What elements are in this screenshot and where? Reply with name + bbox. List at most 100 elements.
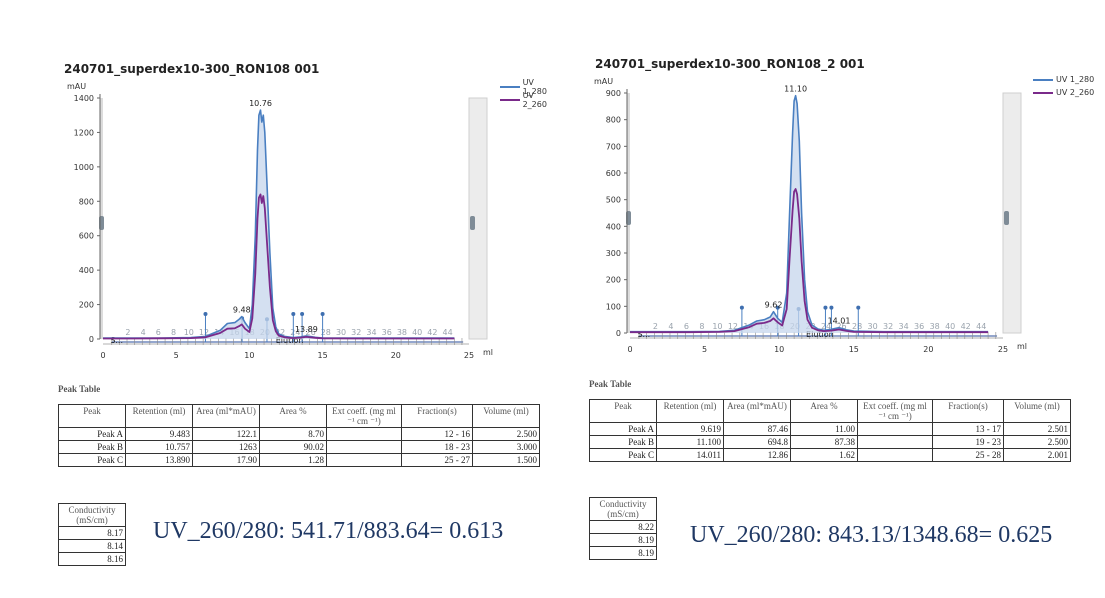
fraction-label: 34: [366, 328, 376, 337]
fraction-label: 6: [684, 322, 689, 331]
y-tick-label: 400: [79, 266, 94, 275]
y-tick-label: 200: [606, 276, 621, 285]
table-cell: 8.70: [259, 427, 327, 441]
table-cell: [326, 440, 402, 454]
table-cell: [857, 448, 933, 462]
legend-label: UV 1_280: [1056, 75, 1095, 84]
x-tick-label: 15: [318, 351, 328, 360]
table-cell: 8.16: [58, 552, 126, 566]
y-tick-label: 1400: [74, 94, 94, 103]
fraction-label: 30: [336, 328, 346, 337]
peak-label: 14.01: [828, 317, 851, 326]
col-header: Conductivity (mS/cm): [589, 497, 657, 521]
legend-swatch: [1033, 78, 1053, 81]
fraction-label: 6: [156, 328, 161, 337]
series-uv280-line: [630, 94, 989, 333]
table-cell: Peak A: [58, 427, 126, 441]
fraction-label: 32: [351, 328, 361, 337]
col-header: Retention (ml): [125, 404, 193, 428]
table-cell: 11.00: [790, 422, 858, 436]
table-cell: 8.22: [589, 520, 657, 534]
x-tick-label: 15: [849, 345, 859, 354]
fraction-label: 30: [868, 322, 878, 331]
peak-label: 11.10: [784, 85, 807, 94]
table-row: Peak A 9.483 122.1 8.70 12 - 16 2.500: [58, 427, 540, 441]
fraction-label: 40: [412, 328, 422, 337]
y-tick-label: 200: [79, 301, 94, 310]
table-cell: Peak B: [589, 435, 657, 449]
x-tick-label: 0: [100, 351, 105, 360]
table-cell: 90.02: [259, 440, 327, 454]
fraction-pin-head: [291, 312, 296, 317]
series-uv260-line: [630, 188, 989, 334]
peak-table: Peak Retention (ml) Area (ml*mAU) Area %…: [58, 404, 540, 467]
table-cell: 8.19: [589, 533, 657, 547]
x-tick-label: 10: [774, 345, 784, 354]
uv-ratio-text: UV_260/280: 541.71/883.64= 0.613: [153, 518, 504, 544]
table-cell: Peak A: [589, 422, 657, 436]
fraction-label: 38: [930, 322, 940, 331]
table-cell: Peak C: [58, 453, 126, 467]
x-tick-label: 5: [174, 351, 179, 360]
legend-item-uv260: UV 2_260: [1033, 86, 1094, 99]
legend-label: UV 2_260: [1056, 88, 1095, 97]
series-uv280-area: [630, 95, 989, 333]
y-tick-label: 0: [89, 335, 94, 344]
y-tick-label: 600: [606, 169, 621, 178]
chromatogram-panel-2: 240701_superdex10-300_RON108_2 001 mAU 0 1…: [540, 0, 1105, 598]
table-cell: 8.14: [58, 539, 126, 553]
legend-swatch: [500, 85, 520, 88]
table-cell: 1.500: [472, 453, 540, 467]
table-row: 8.19: [589, 546, 657, 560]
x-tick-label: 5: [702, 345, 707, 354]
y-axis-unit: mAU: [594, 77, 613, 86]
elution-marker-label: Elution: [806, 330, 834, 339]
table-cell: 87.46: [723, 422, 791, 436]
col-header: Area %: [259, 404, 327, 428]
col-header: Area (ml*mAU): [723, 399, 791, 423]
table-cell: Peak B: [58, 440, 126, 454]
fraction-label: 40: [945, 322, 955, 331]
conductivity-table: Conductivity (mS/cm) 8.22 8.19 8.19: [589, 497, 657, 560]
table-cell: 12 - 16: [401, 427, 473, 441]
table-cell: 2.500: [1003, 435, 1071, 449]
table-row: 8.14: [58, 539, 126, 553]
table-cell: 14.011: [656, 448, 724, 462]
fraction-label: 26: [836, 322, 846, 331]
col-header: Ext coeff. (mg ml ⁻¹ cm ⁻¹): [326, 404, 402, 428]
fraction-label: 10: [712, 322, 722, 331]
right-range-bar: [1002, 92, 1022, 334]
y-tick-label: 400: [606, 222, 621, 231]
fraction-pin-head: [300, 312, 305, 317]
x-tick-label: 0: [627, 345, 632, 354]
series-uv280-area: [103, 110, 455, 339]
table-row: 8.17: [58, 526, 126, 540]
fraction-label: 12: [199, 328, 209, 337]
conductivity-header-row: Conductivity (mS/cm): [58, 503, 126, 527]
table-row: 8.16: [58, 552, 126, 566]
fraction-label: 8: [699, 322, 704, 331]
right-range-handle: [470, 216, 475, 230]
y-tick-label: 700: [606, 142, 621, 151]
chromatogram-panel-1: 240701_superdex10-300_RON108 001 mAU 0 200…: [58, 62, 560, 566]
table-cell: 12.86: [723, 448, 791, 462]
x-tick-label: 20: [923, 345, 933, 354]
col-header: Fraction(s): [932, 399, 1004, 423]
table-cell: 18 - 23: [401, 440, 473, 454]
table-cell: 2.500: [472, 427, 540, 441]
table-row: Peak B 11.100 694.8 87.38 19 - 23 2.500: [589, 435, 1071, 449]
table-row: Peak A 9.619 87.46 11.00 13 - 17 2.501: [589, 422, 1071, 436]
col-header: Ext coeff. (mg ml ⁻¹ cm ⁻¹): [857, 399, 933, 423]
y-axis-unit: mAU: [67, 82, 86, 91]
table-cell: 8.17: [58, 526, 126, 540]
chart-title: 240701_superdex10-300_RON108_2 001: [595, 57, 865, 71]
fraction-label: 28: [852, 322, 862, 331]
chart-title: 240701_superdex10-300_RON108 001: [64, 62, 320, 76]
start-marker-label: S...: [637, 330, 650, 339]
table-cell: 11.100: [656, 435, 724, 449]
table-cell: 25 - 27: [401, 453, 473, 467]
chart-legend: UV 1_280 UV 2_260: [500, 78, 560, 109]
series-uv280-line: [103, 109, 455, 339]
col-header: Volume (ml): [1003, 399, 1071, 423]
fraction-pin-head: [856, 305, 861, 310]
